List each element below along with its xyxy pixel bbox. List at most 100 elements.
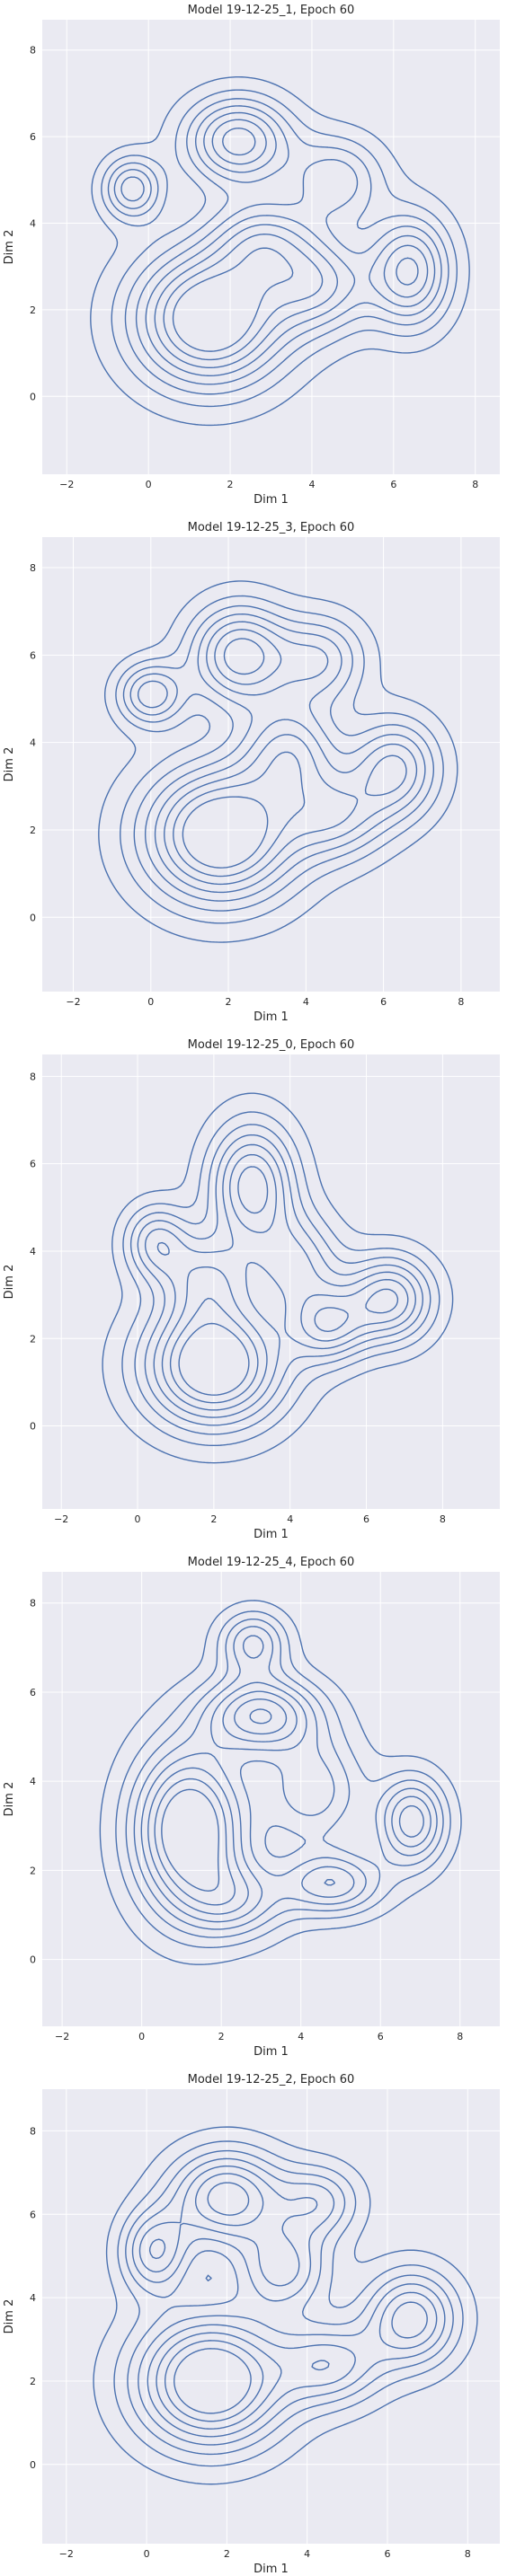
density-contours <box>102 1092 454 1464</box>
density-contour-level-3 <box>131 2157 446 2446</box>
y-tick-label: 2 <box>30 2376 36 2387</box>
density-contour-level-2 <box>125 2149 454 2456</box>
x-tick-label: 4 <box>308 479 315 490</box>
x-tick-label: −2 <box>66 996 80 1008</box>
density-contour-level-6 <box>154 1698 288 1906</box>
density-contour-level-0 <box>90 75 470 427</box>
density-contour-level-3 <box>129 613 426 902</box>
y-tick-label: 0 <box>30 391 36 402</box>
density-contour-level-0 <box>98 580 458 943</box>
x-tick-label: 2 <box>224 2548 230 2560</box>
y-tick-label: 6 <box>30 1687 36 1698</box>
density-contours <box>90 75 470 427</box>
density-contour-level-7 <box>161 1708 272 1892</box>
x-tick-label: 0 <box>135 1513 141 1525</box>
x-tick-label: 2 <box>227 479 234 490</box>
density-contour-level-7 <box>173 2348 252 2414</box>
y-axis-label: Dim 2 <box>3 2299 16 2334</box>
density-contour-level-1 <box>115 595 444 924</box>
x-tick-label: 0 <box>144 2548 150 2560</box>
y-tick-label: 0 <box>30 1421 36 1433</box>
density-contour-level-2 <box>122 604 435 912</box>
x-tick-label: 4 <box>287 1513 293 1525</box>
x-tick-label: 8 <box>458 996 464 1008</box>
density-contour-level-6 <box>173 638 306 878</box>
y-tick-label: 8 <box>30 45 36 57</box>
x-tick-label: 2 <box>218 2031 225 2042</box>
density-contour-level-4 <box>144 1143 416 1418</box>
y-tick-label: 2 <box>30 825 36 836</box>
x-tick-label: −2 <box>55 2031 69 2042</box>
y-tick-label: 0 <box>30 2459 36 2471</box>
chart-panel-3: Model 19-12-25_4, Epoch 60 −2 0 2 4 6 8 0 2 4 6 8 Di… <box>3 1556 500 2059</box>
x-tick-label: 6 <box>380 996 387 1008</box>
chart-panel-4: Model 19-12-25_2, Epoch 60 −2 0 2 4 6 8 0 2 4 6 8 Di… <box>3 2073 500 2576</box>
x-axis-label: Dim 1 <box>254 1010 289 1024</box>
x-tick-label: −2 <box>59 479 74 490</box>
y-tick-label: 0 <box>30 1954 36 1966</box>
x-tick-label: 4 <box>304 2548 310 2560</box>
x-tick-label: 6 <box>390 479 396 490</box>
x-axis-label: Dim 1 <box>254 493 289 507</box>
y-tick-label: 8 <box>30 2125 36 2137</box>
y-tick-label: 4 <box>30 2292 36 2304</box>
x-tick-label: 8 <box>440 1513 446 1525</box>
y-tick-label: 0 <box>30 912 36 923</box>
density-contour-level-5 <box>156 1153 409 1411</box>
density-contour-level-6 <box>164 2182 264 2422</box>
chart-title: Model 19-12-25_4, Epoch 60 <box>188 1556 355 1569</box>
density-contour-level-6 <box>169 1166 399 1404</box>
x-tick-label: 0 <box>146 479 152 490</box>
x-tick-label: 4 <box>298 2031 304 2042</box>
density-contour-level-0 <box>102 1092 454 1464</box>
x-tick-label: 2 <box>226 996 232 1008</box>
density-contour-level-3 <box>137 1134 424 1426</box>
chart-panel-1: Model 19-12-25_3, Epoch 60 −2 0 2 4 6 8 0 2 4 6 8 Di… <box>3 521 500 1024</box>
density-contours <box>99 1600 462 1965</box>
y-axis-label: Dim 2 <box>3 747 16 782</box>
density-contour-level-5 <box>154 119 429 368</box>
y-tick-label: 4 <box>30 1246 36 1257</box>
density-contour-level-5 <box>147 1690 424 1915</box>
x-tick-label: 0 <box>138 2031 145 2042</box>
x-tick-label: −2 <box>54 1513 68 1525</box>
density-contour-level-2 <box>129 1124 431 1435</box>
x-tick-label: 6 <box>384 2548 390 2560</box>
plot-area <box>42 2089 500 2544</box>
x-tick-label: 4 <box>303 996 309 1008</box>
density-contour-level-4 <box>140 1635 431 1923</box>
density-contour-level-3 <box>133 1626 438 1930</box>
density-contour-level-3 <box>113 105 442 385</box>
density-contours <box>98 580 458 943</box>
y-tick-label: 2 <box>30 1333 36 1345</box>
chart-panel-0: Model 19-12-25_1, Epoch 60 −2 0 2 4 6 8 0 2 4 6 8 Di… <box>3 4 500 507</box>
chart-title: Model 19-12-25_2, Epoch 60 <box>188 2073 355 2086</box>
y-tick-label: 4 <box>30 217 36 229</box>
y-tick-label: 2 <box>30 1865 36 1876</box>
density-contour-level-4 <box>137 621 418 894</box>
density-contour-level-7 <box>178 1322 250 1396</box>
density-contour-level-0 <box>93 2126 478 2485</box>
density-contour-level-1 <box>115 1610 451 1949</box>
chart-title: Model 19-12-25_1, Epoch 60 <box>188 4 355 17</box>
x-tick-label: 0 <box>147 996 154 1008</box>
density-contour-level-1 <box>113 2140 464 2467</box>
x-tick-label: 2 <box>210 1513 217 1525</box>
x-tick-label: 8 <box>457 2031 463 2042</box>
density-contour-level-5 <box>148 2173 428 2430</box>
x-axis-label: Dim 1 <box>254 2045 289 2059</box>
y-axis-label: Dim 2 <box>3 230 16 265</box>
y-tick-label: 6 <box>30 131 36 143</box>
y-axis-label: Dim 2 <box>3 1265 16 1300</box>
y-tick-label: 4 <box>30 1776 36 1787</box>
y-tick-label: 6 <box>30 649 36 661</box>
density-contour-level-6 <box>163 128 419 361</box>
density-contour-level-7 <box>172 247 294 352</box>
density-contour-level-0 <box>99 1600 462 1965</box>
chart-panel-2: Model 19-12-25_0, Epoch 60 −2 0 2 4 6 8 0 2 4 6 8 Di… <box>3 1038 500 1541</box>
x-tick-label: 6 <box>363 1513 369 1525</box>
x-tick-label: 6 <box>378 2031 384 2042</box>
density-contour-level-5 <box>164 629 407 886</box>
x-axis-label: Dim 1 <box>254 2563 289 2576</box>
